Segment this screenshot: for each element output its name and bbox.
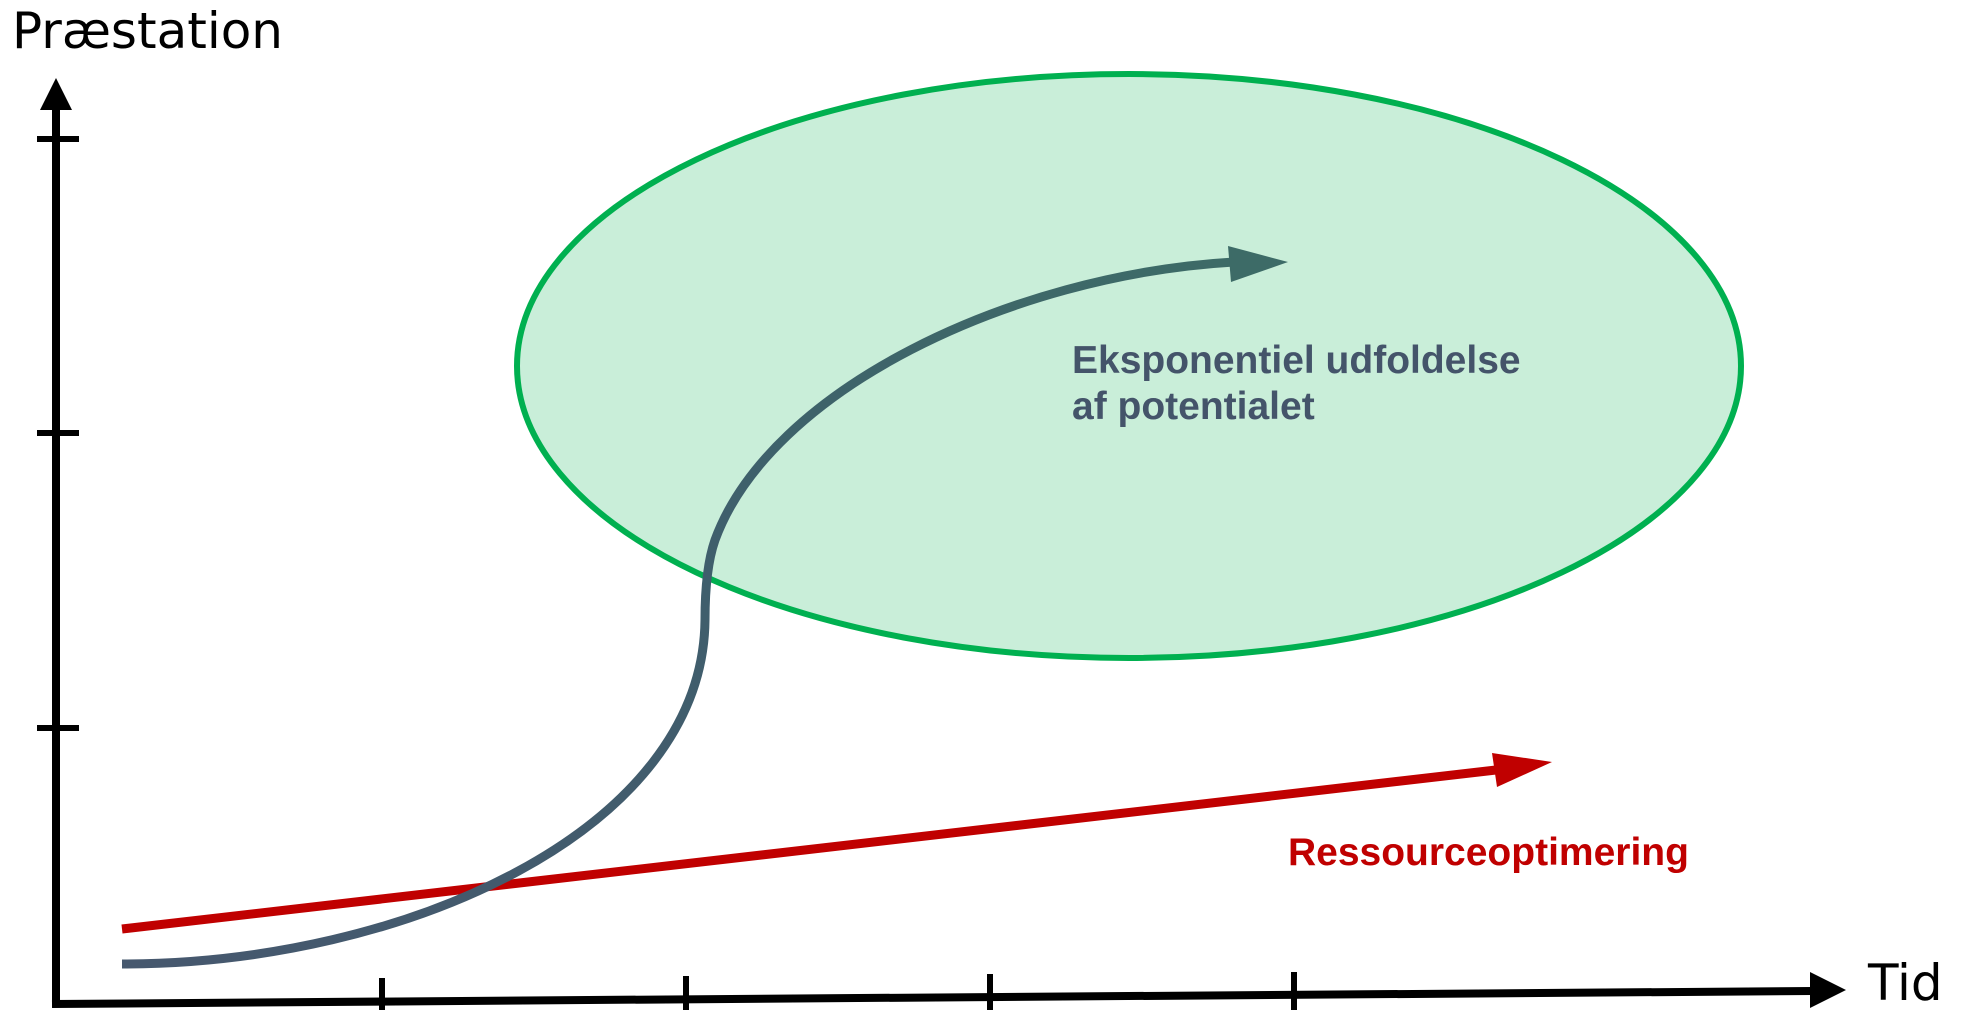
potential-zone-ellipse	[514, 71, 1744, 661]
exponential-curve	[121, 257, 1235, 969]
x-axis-label: Tid	[1868, 954, 1943, 1012]
x-axis-line	[51, 987, 1813, 1008]
y-axis-label: Præstation	[12, 2, 283, 60]
exponential-label-line2: af potentialet	[1072, 385, 1315, 428]
resource-optimization-line	[121, 765, 1497, 934]
x-axis-arrowhead	[1810, 972, 1846, 1008]
exponential-label-line1: Eksponentiel udfoldelse	[1072, 339, 1521, 382]
resource-optimization-label: Ressourceoptimering	[1288, 831, 1689, 874]
y-axis-arrowhead	[40, 78, 72, 110]
exponential-curve-label: Eksponentiel udfoldelse af potentialet	[1072, 338, 1521, 430]
exponential-curve-arrowhead	[1228, 246, 1288, 282]
resource-optimization-arrowhead	[1492, 753, 1552, 787]
